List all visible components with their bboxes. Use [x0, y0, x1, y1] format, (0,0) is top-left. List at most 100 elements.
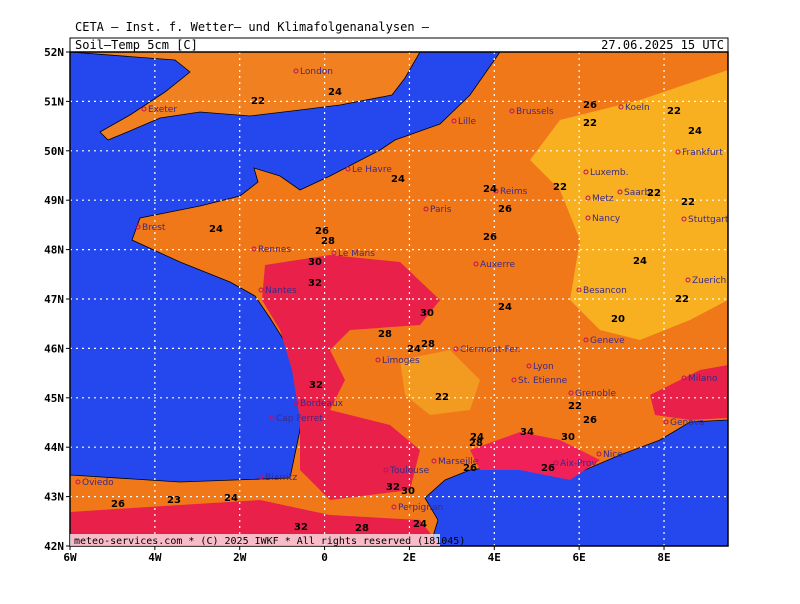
city-label: Limoges [382, 356, 420, 366]
city-marker [663, 419, 669, 425]
footer-box [70, 534, 440, 546]
contour-label: 28 [355, 523, 369, 534]
city-label: St. Etienne [518, 376, 568, 386]
city-marker [345, 166, 351, 172]
city-marker [681, 216, 687, 222]
contour-label: 22 [251, 96, 265, 107]
lat-label: 51N [44, 95, 64, 108]
lat-label: 45N [44, 392, 64, 405]
city-label: Le Havre [352, 165, 392, 175]
contour-label: 22 [647, 188, 661, 199]
city-label: Bordeaux [300, 399, 344, 409]
contour-label: 22 [553, 182, 567, 193]
footer: meteo-services.com * (C) 2025 IWKF * All… [74, 536, 465, 547]
lat-label: 49N [44, 194, 64, 207]
contour-label: 30 [420, 308, 434, 319]
contour-label: 22 [681, 197, 695, 208]
city-marker [331, 250, 337, 256]
city-marker [681, 375, 687, 381]
city-label: Cap Ferret [276, 414, 323, 424]
city-label: Marseille [438, 457, 479, 467]
city-marker [431, 458, 437, 464]
lon-label: 2E [403, 551, 416, 564]
city-label: Brussels [516, 107, 554, 117]
city-marker [258, 287, 264, 293]
city-label: Exeter [148, 105, 177, 115]
city-marker [568, 390, 574, 396]
city-label: Koeln [625, 103, 650, 113]
lon-label: 8E [657, 551, 670, 564]
contour-label: 28 [321, 236, 335, 247]
contour-label: 24 [224, 493, 238, 504]
contour-label: 26 [111, 499, 125, 510]
lon-label: 4W [148, 551, 162, 564]
contour-label: 24 [391, 174, 405, 185]
contour-label: 24 [483, 184, 497, 195]
hot-area-italy [650, 365, 728, 420]
city-marker [526, 363, 532, 369]
contour-label: 32 [294, 522, 308, 533]
city-marker [75, 479, 81, 485]
city-label: Stuttgart [688, 215, 729, 225]
lat-label: 48N [44, 244, 64, 257]
city-label: Perpignan [398, 503, 443, 513]
city-marker [391, 504, 397, 510]
contour-label: 22 [675, 294, 689, 305]
contour-label: 28 [421, 339, 435, 350]
city-label: Aix-Prov. [560, 459, 599, 469]
city-marker [135, 224, 141, 230]
city-marker [473, 261, 479, 267]
contour-label: 24 [328, 87, 342, 98]
contour-label: 32 [308, 278, 322, 289]
city-marker [451, 118, 457, 124]
contour-label: 24 [470, 432, 484, 443]
hot-area-south [470, 432, 600, 480]
city-label: Nancy [592, 214, 621, 224]
city-label: Geneve [590, 336, 625, 346]
contour-label: 28 [378, 329, 392, 340]
city-label: Saarb. [624, 188, 653, 198]
city-marker [685, 277, 691, 283]
city-marker [453, 346, 459, 352]
city-label: Auxerre [480, 260, 515, 270]
city-label: Nantes [265, 286, 297, 296]
city-label: Zuerich [692, 276, 726, 286]
city-marker [585, 195, 591, 201]
cool-area-centre [400, 350, 480, 415]
contour-label: 30 [308, 257, 322, 268]
city-marker [383, 467, 389, 473]
lat-label: 46N [44, 342, 64, 355]
lon-label: 2W [233, 551, 247, 564]
city-label: Brest [142, 223, 166, 233]
parameter: Soil–Temp 5cm [C] [75, 38, 198, 52]
contour-label: 24 [407, 344, 421, 355]
city-label: Grenoble [575, 389, 616, 399]
contour-label: 26 [541, 463, 555, 474]
city-label: London [300, 67, 333, 77]
city-marker [675, 149, 681, 155]
contour-label: 24 [498, 302, 512, 313]
city-marker [553, 460, 559, 466]
city-marker [375, 357, 381, 363]
contour-label: 28 [469, 438, 483, 449]
lon-label: 4E [488, 551, 501, 564]
lat-label: 42N [44, 540, 64, 553]
contour-label: 24 [209, 224, 223, 235]
contour-label: 20 [611, 314, 625, 325]
city-label: Le Mans [338, 249, 375, 259]
contour-label: 24 [688, 126, 702, 137]
city-marker [583, 169, 589, 175]
city-label: Clermont-Fer. [460, 345, 521, 355]
city-marker [583, 337, 589, 343]
contour-label: 32 [309, 380, 323, 391]
contour-label: 26 [483, 232, 497, 243]
hot-area-west [262, 255, 440, 500]
city-label: Rennes [258, 245, 291, 255]
contour-label: 30 [401, 486, 415, 497]
city-label: Lyon [533, 362, 554, 372]
lon-label: 6E [573, 551, 586, 564]
lat-label: 50N [44, 145, 64, 158]
lon-label: 0 [321, 551, 328, 564]
lat-label: 44N [44, 441, 64, 454]
